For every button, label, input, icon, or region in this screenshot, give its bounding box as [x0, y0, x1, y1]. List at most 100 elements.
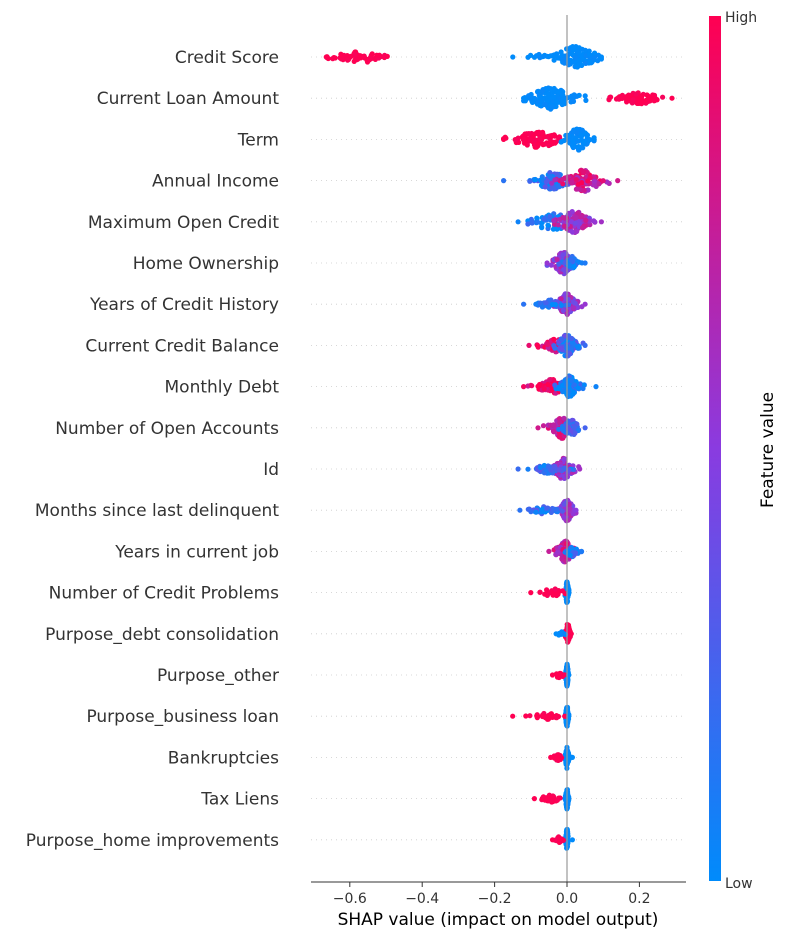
data-point-max	[598, 54, 605, 60]
data-point	[573, 177, 579, 183]
data-point-min	[323, 54, 329, 60]
data-point-max	[669, 95, 675, 101]
data-point	[551, 132, 557, 138]
data-point	[541, 134, 547, 140]
data-point	[548, 798, 554, 804]
data-point	[550, 592, 556, 598]
data-point-min	[521, 301, 527, 307]
data-point	[536, 130, 542, 136]
data-point-min	[528, 590, 534, 596]
data-point	[537, 589, 543, 595]
data-point	[559, 101, 565, 108]
feature-label: Bankruptcies	[168, 748, 279, 768]
data-point	[551, 53, 557, 59]
data-point	[560, 252, 566, 258]
data-point-min	[549, 837, 556, 843]
feature-points	[521, 373, 599, 400]
data-point	[534, 342, 541, 348]
feature-points	[549, 826, 576, 851]
data-point	[529, 220, 535, 226]
data-point-min	[549, 672, 556, 678]
data-point	[576, 144, 582, 150]
data-point	[510, 54, 516, 60]
data-point	[570, 137, 576, 144]
data-point	[592, 50, 598, 56]
data-point	[633, 91, 639, 97]
data-point	[575, 210, 581, 216]
data-point	[571, 92, 577, 98]
x-tick-label: −0.6	[333, 891, 367, 907]
colorbar-title: Feature value	[758, 392, 778, 508]
data-point	[582, 93, 588, 99]
data-point	[587, 137, 593, 143]
data-point	[563, 302, 569, 308]
data-point	[554, 256, 560, 263]
data-point	[560, 588, 566, 594]
data-point	[570, 141, 576, 147]
data-point-min	[553, 631, 559, 637]
data-point	[591, 218, 597, 224]
data-point	[551, 57, 557, 63]
colorbar-high-label: High	[725, 10, 757, 26]
feature-label: Purpose_home improvements	[26, 831, 279, 851]
data-point	[565, 755, 571, 761]
data-point	[560, 307, 567, 314]
data-point	[533, 509, 539, 515]
data-point	[556, 261, 562, 267]
data-point	[539, 225, 545, 231]
data-point	[572, 430, 578, 436]
data-point	[570, 44, 576, 50]
feature-points	[549, 661, 572, 689]
data-point-max	[569, 837, 576, 843]
data-point	[529, 383, 535, 389]
data-point	[619, 95, 625, 101]
data-point	[551, 343, 557, 349]
data-point	[551, 186, 557, 192]
data-point	[561, 223, 568, 229]
data-point	[573, 214, 579, 221]
feature-points	[535, 415, 588, 441]
data-point	[571, 264, 577, 270]
feature-points	[544, 250, 588, 277]
data-point	[569, 335, 575, 342]
data-point	[555, 183, 561, 189]
data-point	[651, 98, 657, 104]
data-point	[581, 169, 587, 175]
data-point	[537, 300, 543, 306]
data-point-min	[548, 754, 554, 761]
data-point	[566, 210, 572, 216]
feature-points	[515, 209, 605, 235]
data-point-max	[568, 631, 574, 637]
data-point	[537, 135, 543, 141]
data-point	[587, 59, 593, 65]
data-point	[558, 296, 564, 302]
data-point	[571, 425, 578, 431]
feature-label: Id	[263, 460, 279, 480]
data-point-max	[593, 384, 599, 390]
data-point	[561, 267, 567, 273]
data-point-max	[582, 342, 588, 348]
data-point	[576, 343, 582, 349]
data-point	[566, 133, 573, 139]
data-point	[529, 99, 536, 105]
data-point	[555, 55, 561, 61]
data-point	[572, 55, 578, 61]
data-point	[572, 220, 578, 226]
data-point	[535, 219, 541, 225]
data-point	[567, 552, 573, 558]
data-point	[565, 517, 571, 523]
feature-label: Purpose_other	[157, 666, 279, 686]
data-point	[558, 836, 565, 842]
feature-label: Years of Credit History	[89, 295, 279, 315]
data-point	[537, 55, 543, 61]
data-point	[595, 58, 601, 64]
data-point	[554, 797, 561, 803]
feature-points	[510, 704, 572, 729]
feature-points	[501, 167, 621, 194]
data-point	[348, 53, 354, 60]
data-point	[560, 92, 566, 98]
data-point	[551, 336, 557, 342]
data-point	[549, 180, 555, 186]
data-point	[552, 140, 558, 146]
colorbar	[709, 16, 721, 881]
